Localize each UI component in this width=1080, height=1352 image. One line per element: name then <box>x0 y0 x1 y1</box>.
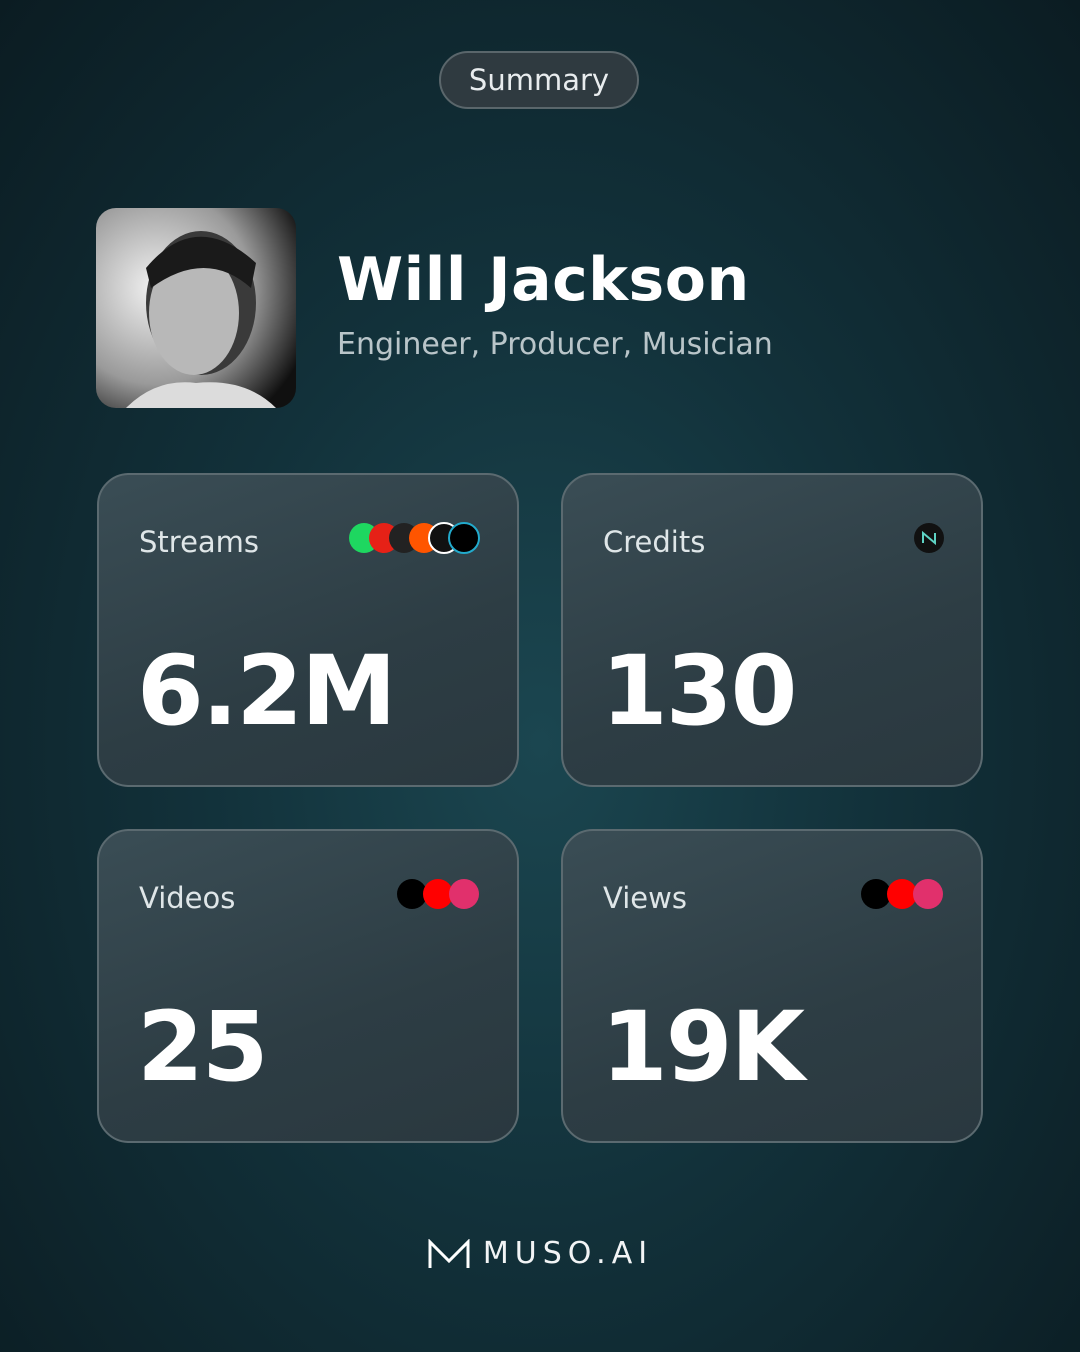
stat-card: Streams 6.2M <box>97 473 519 787</box>
card-value: 130 <box>601 635 797 747</box>
brand-name: MUSO.AI <box>482 1236 654 1271</box>
stat-card: Views 19K <box>561 829 983 1143</box>
card-value: 19K <box>601 991 805 1103</box>
platform-icons <box>861 879 943 909</box>
stat-card: Credits 130 <box>561 473 983 787</box>
card-value: 6.2M <box>137 635 397 747</box>
stat-card: Videos 25 <box>97 829 519 1143</box>
platform-icons <box>397 879 479 909</box>
card-value: 25 <box>137 991 269 1103</box>
footer: MUSO.AI <box>0 1236 1080 1271</box>
artist-name: Will Jackson <box>337 245 750 315</box>
platform-icons <box>349 522 480 554</box>
card-label: Streams <box>139 525 260 559</box>
profile-photo <box>96 208 296 408</box>
card-label: Views <box>603 881 687 915</box>
card-label: Credits <box>603 525 706 559</box>
summary-badge: Summary <box>439 51 639 109</box>
platform-icons <box>914 523 944 553</box>
artist-roles: Engineer, Producer, Musician <box>337 327 773 362</box>
brand-logo <box>428 1237 470 1268</box>
card-label: Videos <box>139 881 236 915</box>
photo-art <box>96 208 296 408</box>
